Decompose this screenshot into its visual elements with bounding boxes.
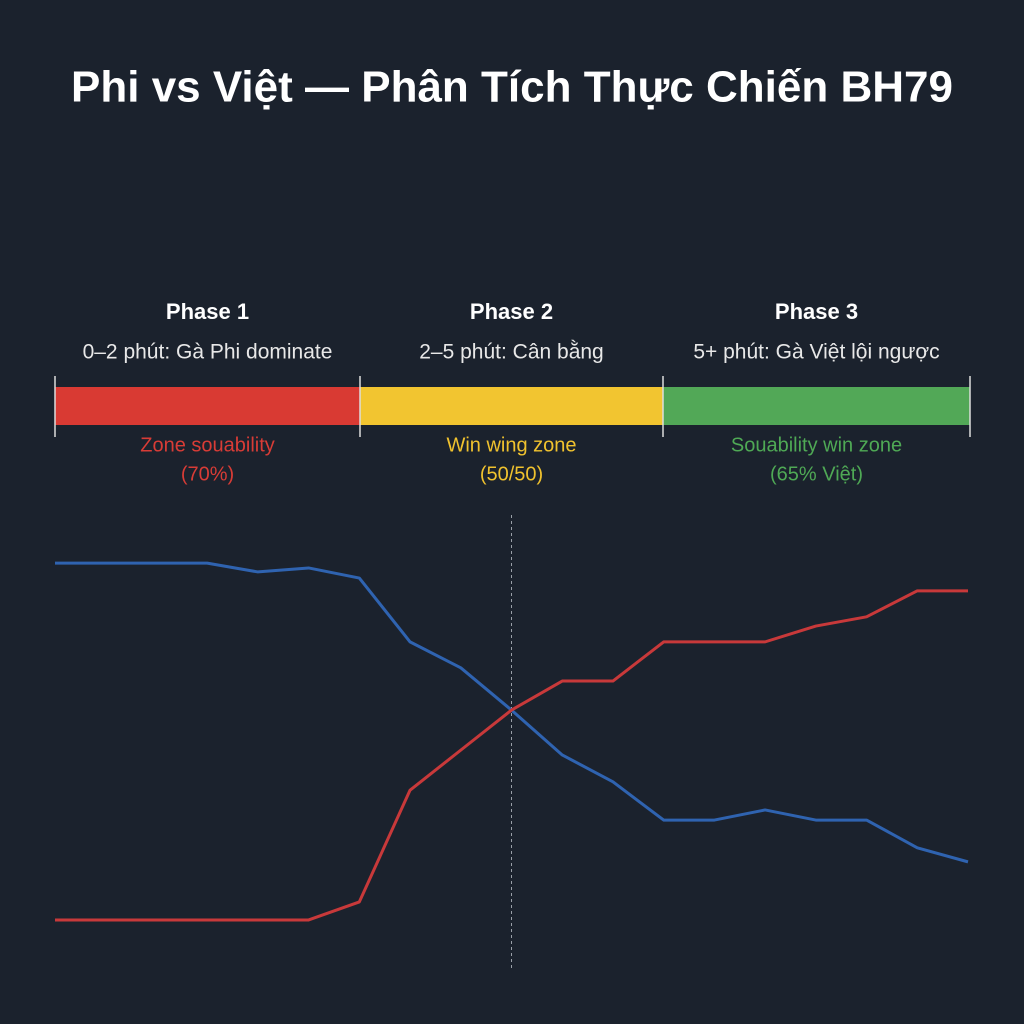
phase-bar (360, 387, 663, 425)
phase-subtitle: 5+ phút: Gà Việt lội ngược (693, 341, 939, 364)
zone-label: Zone souability (140, 434, 275, 456)
phase-subtitle: 2–5 phút: Cân bằng (419, 341, 604, 364)
phase-title: Phase 3 (775, 299, 858, 324)
phase-bar (55, 387, 360, 425)
zone-detail: (65% Việt) (770, 463, 863, 485)
zone-detail: (50/50) (480, 463, 543, 485)
zone-label: Souability win zone (731, 434, 902, 456)
phase-title: Phase 2 (470, 299, 553, 324)
zone-detail: (70%) (181, 463, 234, 485)
series-line (55, 589, 968, 922)
phase-title: Phase 1 (166, 299, 249, 324)
phase-subtitle: 0–2 phút: Gà Phi dominate (83, 341, 333, 364)
chart-title: Phi vs Việt — Phân Tích Thực Chiến BH79 (71, 63, 953, 112)
zone-label: Win wing zone (446, 434, 576, 456)
phase-bar (663, 387, 970, 425)
